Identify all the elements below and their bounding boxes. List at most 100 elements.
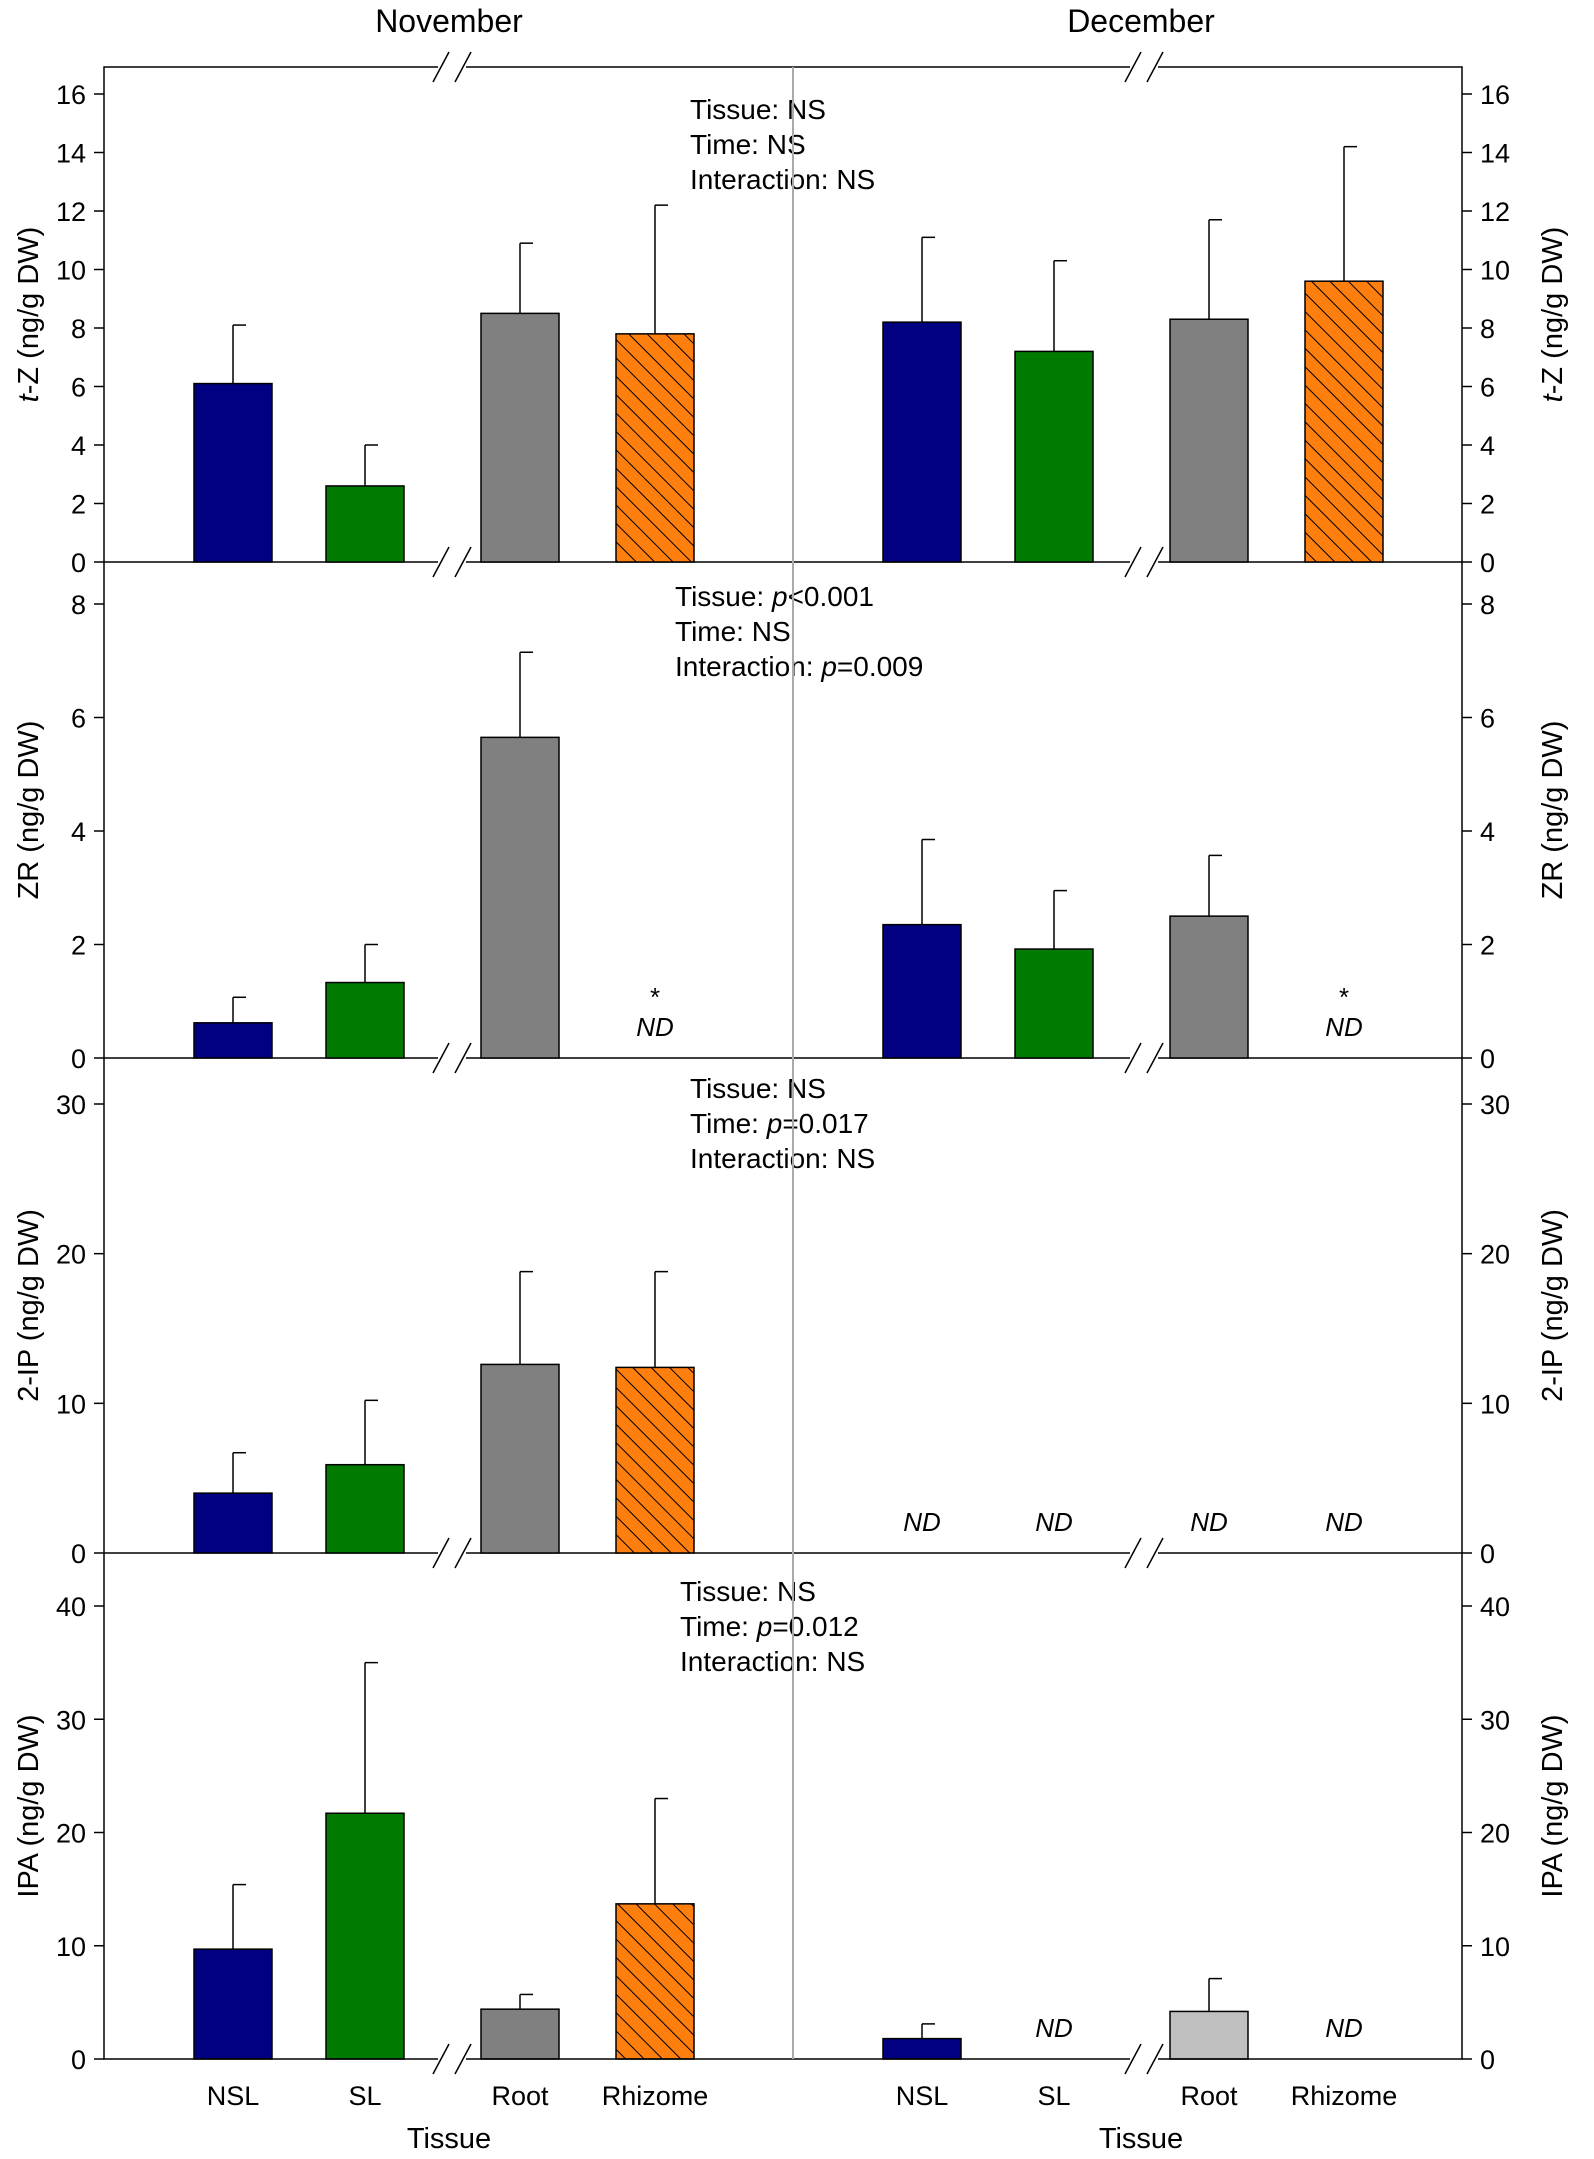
stats-line: Time: p=0.012 xyxy=(680,1611,859,1642)
axis-break-slash xyxy=(1146,51,1164,83)
y-tick-label-left: 0 xyxy=(71,2045,86,2075)
y-tick-label-left: 8 xyxy=(71,314,86,344)
bar-november-nsl xyxy=(193,1022,273,1059)
nd-label-december-sl: ND xyxy=(1035,2013,1073,2043)
y-tick-label-right: 20 xyxy=(1480,1819,1510,1849)
month-title-december: December xyxy=(1067,3,1215,39)
stats-p: p xyxy=(756,1611,773,1642)
bar-november-nsl xyxy=(193,1948,273,2060)
y-tick-label-left: 14 xyxy=(56,139,86,169)
bar-november-sl xyxy=(325,485,405,563)
y-tick-label-right: 6 xyxy=(1480,373,1495,403)
x-tick-label-november-sl: SL xyxy=(348,2081,381,2111)
y-tick-label-left: 20 xyxy=(56,1240,86,1270)
x-tick-label-december-sl: SL xyxy=(1037,2081,1070,2111)
stats-label: Time: xyxy=(680,1611,757,1642)
stats-label: Interaction: xyxy=(675,651,821,682)
y-axis-title-italic: t xyxy=(1537,392,1569,402)
stats-label: Interaction: xyxy=(690,1143,836,1174)
stats-value: NS xyxy=(836,164,875,195)
y-tick-label-right: 20 xyxy=(1480,1240,1510,1270)
y-axis-title-text: -Z (ng/g DW) xyxy=(1537,227,1569,395)
bar-november-root xyxy=(480,1363,560,1554)
y-axis-title-text: IPA (ng/g DW) xyxy=(13,1714,45,1897)
y-tick-label-right: 2 xyxy=(1480,490,1495,520)
stats-value: <0.001 xyxy=(788,581,874,612)
nd-label-november-rhizome: ND xyxy=(636,1012,674,1042)
stats-value: NS xyxy=(836,1143,875,1174)
significance-star-november-rhizome: * xyxy=(650,982,660,1012)
axis-break-slash xyxy=(454,546,472,578)
y-tick-label-left: 0 xyxy=(71,1044,86,1074)
y-tick-label-right: 40 xyxy=(1480,1592,1510,1622)
axis-break-gap xyxy=(438,1054,466,1062)
panel-1: 0 0 2 2 4 4 6 6 8 8 ZR (ng/g DW) ZR (ng/g DW) Tissue… xyxy=(13,581,1569,1074)
stats-line: Tissue: NS xyxy=(680,1576,816,1607)
x-tick-label-december-nsl: NSL xyxy=(896,2081,949,2111)
y-axis-title-left: IPA (ng/g DW) xyxy=(13,1714,45,1897)
nd-label-december-root: ND xyxy=(1190,1507,1228,1537)
axis-break-gap xyxy=(1130,63,1158,71)
y-tick-label-left: 10 xyxy=(56,1932,86,1962)
y-tick-label-right: 0 xyxy=(1480,2045,1495,2075)
bar-november-rhizome xyxy=(615,1903,695,2060)
y-tick-label-left: 30 xyxy=(56,1090,86,1120)
axis-break-slash xyxy=(454,1042,472,1074)
x-tick-label-november-nsl: NSL xyxy=(207,2081,260,2111)
axis-break-slash xyxy=(1124,2043,1142,2075)
y-tick-label-right: 2 xyxy=(1480,931,1495,961)
axis-break-slash xyxy=(1146,1042,1164,1074)
y-tick-label-right: 6 xyxy=(1480,704,1495,734)
y-tick-label-left: 6 xyxy=(71,704,86,734)
stats-line: Tissue: NS xyxy=(690,1073,826,1104)
stats-label: Interaction: xyxy=(680,1646,826,1677)
y-axis-title-right: 2-IP (ng/g DW) xyxy=(1537,1209,1569,1402)
axis-break-gap xyxy=(1130,1054,1158,1062)
nd-label-december-sl: ND xyxy=(1035,1507,1073,1537)
axis-break-slash xyxy=(432,1042,450,1074)
x-axis-ticks-group: NSL NSL SL SL Root Root Rhizome Rhizome xyxy=(207,2081,1398,2111)
axis-break-slash xyxy=(432,1537,450,1569)
plot-frame xyxy=(103,66,1463,2060)
y-tick-label-left: 4 xyxy=(71,431,86,461)
axis-break-slash xyxy=(1146,1537,1164,1569)
stats-value: =0.012 xyxy=(772,1611,858,1642)
axis-break-slash xyxy=(1146,2043,1164,2075)
panel-3: 0 0 10 10 20 20 30 30 40 40 IPA (ng/g DW) IPA (ng/g… xyxy=(13,1576,1569,2075)
axis-break-gap xyxy=(438,2055,466,2063)
bar-november-root xyxy=(480,312,560,563)
x-tick-label-december-rhizome: Rhizome xyxy=(1291,2081,1398,2111)
axis-break-slash xyxy=(1124,51,1142,83)
bar-december-rhizome xyxy=(1304,280,1384,563)
axis-break-slash xyxy=(454,51,472,83)
y-tick-label-left: 4 xyxy=(71,817,86,847)
nd-label-december-rhizome: ND xyxy=(1325,2013,1363,2043)
stats-line: Interaction: NS xyxy=(690,164,875,195)
bar-december-sl xyxy=(1014,948,1094,1059)
stats-line: Time: p=0.017 xyxy=(690,1108,869,1139)
stats-line: Time: NS xyxy=(690,129,806,160)
y-axis-title-text: -Z (ng/g DW) xyxy=(13,227,45,395)
y-axis-title-left: t-Z (ng/g DW) xyxy=(13,227,45,403)
y-tick-label-right: 0 xyxy=(1480,1044,1495,1074)
stats-line: Tissue: NS xyxy=(690,94,826,125)
y-tick-label-right: 8 xyxy=(1480,590,1495,620)
stats-label: Tissue: xyxy=(680,1576,777,1607)
y-tick-label-left: 10 xyxy=(56,256,86,286)
y-tick-label-left: 10 xyxy=(56,1389,86,1419)
x-tick-label-november-rhizome: Rhizome xyxy=(602,2081,709,2111)
nd-label-december-rhizome: ND xyxy=(1325,1507,1363,1537)
stats-value: NS xyxy=(777,1576,816,1607)
y-axis-title-text: ZR (ng/g DW) xyxy=(1537,721,1569,900)
bar-december-nsl xyxy=(882,2037,962,2060)
y-axis-title-right: t-Z (ng/g DW) xyxy=(1537,227,1569,403)
y-axis-title-right: ZR (ng/g DW) xyxy=(1537,721,1569,900)
stats-line: Interaction: NS xyxy=(690,1143,875,1174)
y-axis-title-text: 2-IP (ng/g DW) xyxy=(13,1209,45,1402)
bar-december-root xyxy=(1169,915,1249,1059)
bar-december-root xyxy=(1169,318,1249,563)
stats-line: Time: NS xyxy=(675,616,791,647)
